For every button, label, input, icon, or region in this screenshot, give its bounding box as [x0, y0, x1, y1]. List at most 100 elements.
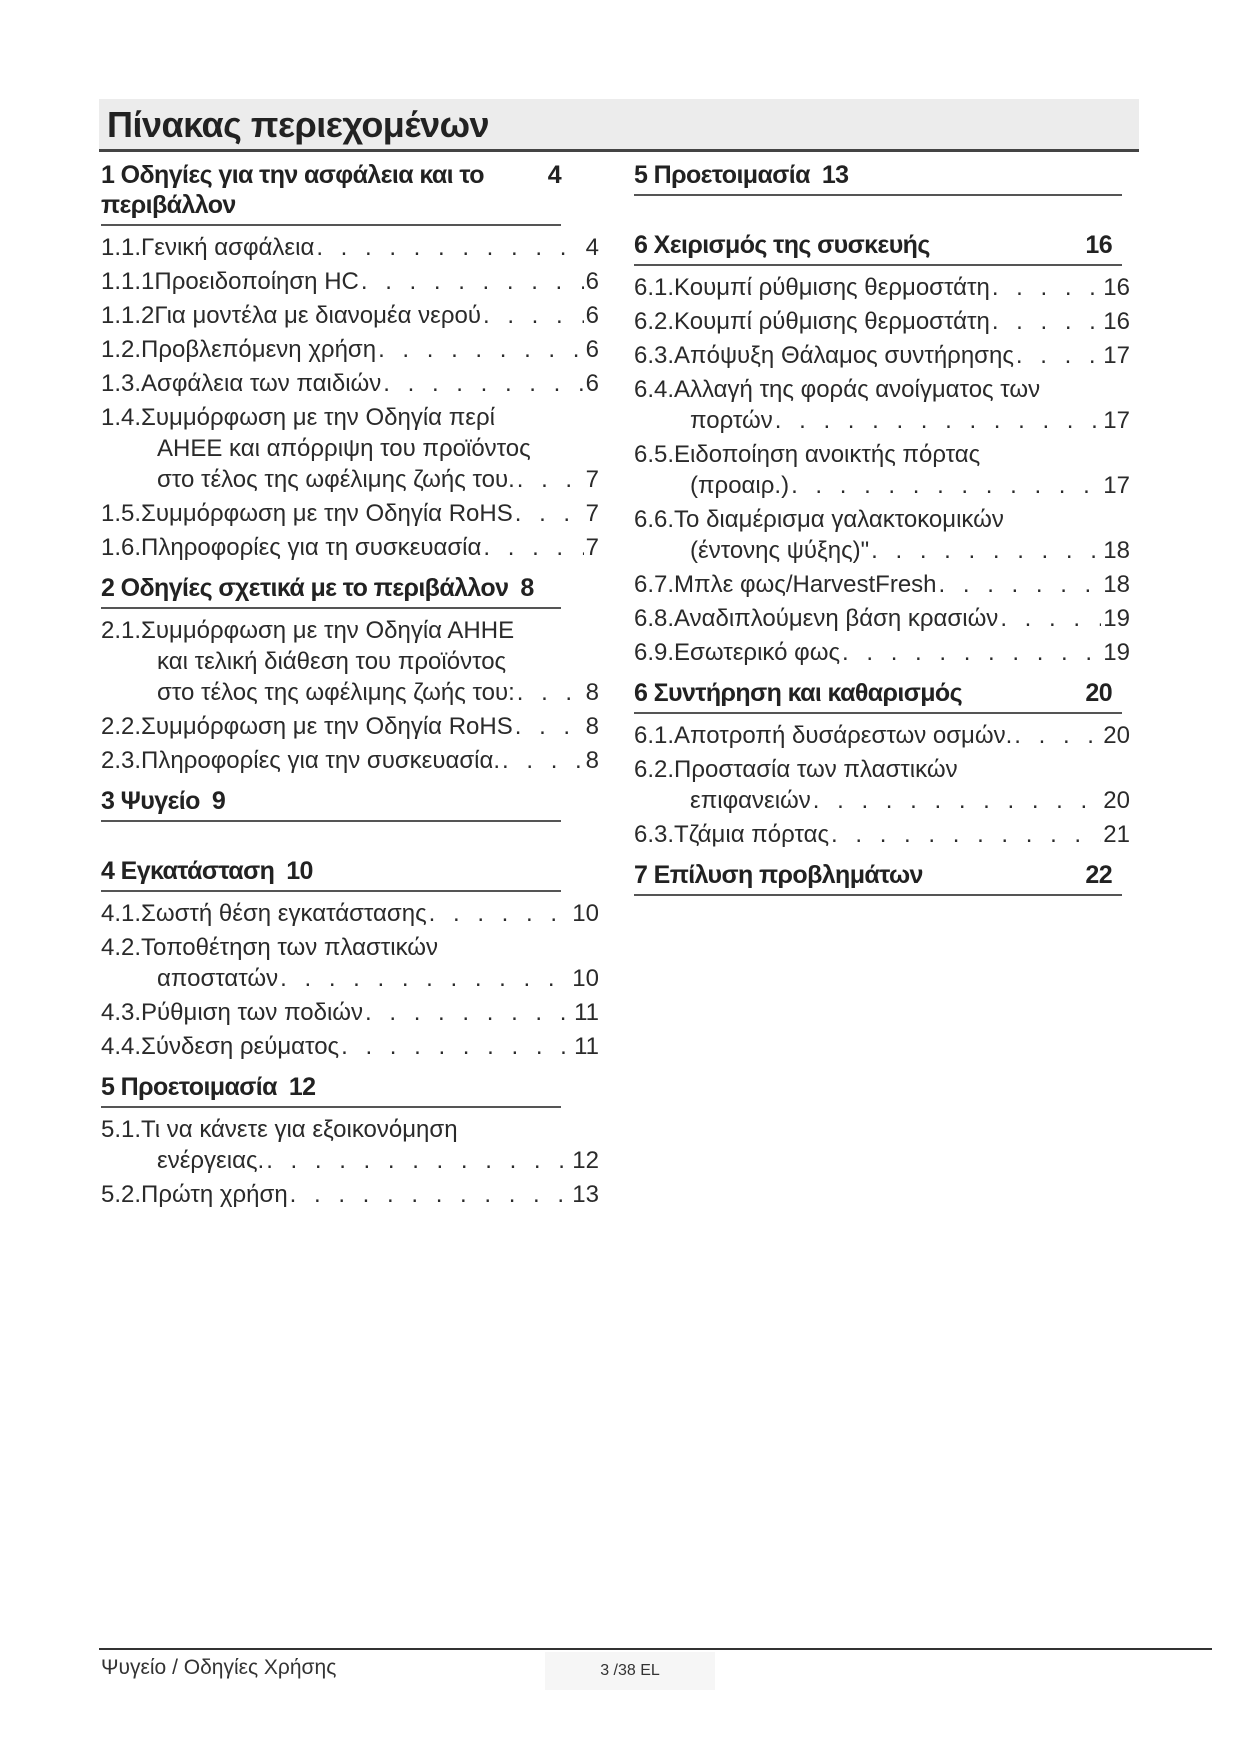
section-heading[interactable]: 6 Χειρισμός της συσκευής 16: [634, 230, 1122, 266]
section-heading[interactable]: 1 Οδηγίες για την ασφάλεια και το περιβά…: [101, 160, 562, 226]
entry-text: Τζάμια πόρτας: [674, 821, 830, 848]
toc-entry[interactable]: 6.7.Μπλε φως/HarvestFresh 18: [634, 569, 1130, 600]
entry-number: 2.1.: [101, 617, 142, 644]
entry-text: (προαιρ.): [690, 472, 790, 499]
toc-entry[interactable]: 1.5.Συμμόρφωση με την Οδηγία RoHS 7: [101, 498, 599, 529]
entry-text: Πρώτη χρήση: [141, 1181, 288, 1208]
section-heading[interactable]: 6 Συντήρηση και καθαρισμός 20: [634, 678, 1122, 714]
entry-line: 4.4.Σύνδεση ρεύματος 11: [101, 1031, 599, 1062]
entry-number: 1.5.: [101, 500, 142, 527]
toc-entry[interactable]: 2.3. Πληροφορίες για την συσκευασία. 8: [101, 745, 599, 776]
section-page: 13: [821, 161, 849, 189]
entry-line: στο τέλος της ωφέλιμης ζωής του: 8: [101, 677, 599, 708]
entry-number: 6.2.: [634, 308, 675, 335]
toc-entry[interactable]: 6.5. Ειδοποίηση ανοικτής πόρτας (προαιρ.)…: [634, 439, 1130, 501]
toc-entry[interactable]: 6.2.Κουμπί ρύθμισης θερμοστάτη 16: [634, 306, 1130, 337]
toc-entry[interactable]: 1.3.Ασφάλεια των παιδιών 6: [101, 368, 599, 399]
toc-entry[interactable]: 6.2. Προστασία των πλαστικώνεπιφανειών20: [634, 754, 1130, 816]
entry-line: 6.3.Τζάμια πόρτας 21: [634, 819, 1130, 850]
toc-entry[interactable]: 6.3.Απόψυξη Θάλαμος συντήρησης 17: [634, 340, 1130, 371]
toc-entry[interactable]: 6.6. Το διαμέρισμα γαλακτοκομικών (έντονη…: [634, 504, 1130, 566]
entry-page: 16: [1103, 274, 1130, 301]
section-heading[interactable]: 3 Ψυγείο 9: [101, 786, 561, 822]
toc-entry[interactable]: 2.1. Συμμόρφωση με την Οδηγία ΑΗΗΕ και τε…: [101, 615, 599, 708]
entry-line: 5.2.Πρώτη χρήση 13: [101, 1179, 599, 1210]
toc-entry[interactable]: 6.1.Αποτροπή δυσάρεστων οσμών. 20: [634, 720, 1130, 751]
toc-entry[interactable]: 1.1.Γενική ασφάλεια 4: [101, 232, 599, 263]
toc-entry[interactable]: 6.3.Τζάμια πόρτας 21: [634, 819, 1130, 850]
entry-line: 6.9.Εσωτερικό φως 19: [634, 637, 1130, 668]
dot-leader: [992, 272, 1101, 303]
entry-text: Αποτροπή δυσάρεστων οσμών.: [674, 722, 1013, 749]
entry-text: επιφανειών: [690, 787, 811, 814]
dot-leader: [992, 306, 1101, 337]
entry-page: 6: [585, 370, 599, 397]
entry-number: 2.2.: [101, 713, 142, 740]
toc-entry[interactable]: 1.1.2 Για μοντέλα με διανομέα νερού 6: [101, 300, 599, 331]
entry-number: 1.1.2: [101, 302, 155, 329]
footer-title: Ψυγείο / Οδηγίες Χρήσης: [101, 1656, 337, 1679]
dot-leader: [939, 569, 1102, 600]
entry-page: 7: [585, 534, 599, 561]
entry-line: 6.4. Αλλαγή της φοράς ανοίγματος των: [634, 374, 1130, 405]
footer-divider: [99, 1648, 1212, 1650]
entry-text: Εσωτερικό φως: [674, 639, 841, 666]
toc-entry[interactable]: 6.4. Αλλαγή της φοράς ανοίγματος των πορτώ…: [634, 374, 1130, 436]
entry-line: 2.2. Συμμόρφωση με την Οδηγία RoHS 8: [101, 711, 599, 742]
entry-page: 20: [1103, 722, 1130, 749]
toc-entry[interactable]: 1.2.Προβλεπόμενη χρήση 6: [101, 334, 599, 365]
entry-number: 6.9.: [634, 639, 675, 666]
dot-leader: [1016, 340, 1101, 371]
page-title: Πίνακας περιεχομένων: [107, 104, 490, 145]
dot-leader: [791, 470, 1101, 501]
dot-leader: [266, 1145, 570, 1176]
entry-page: 6: [585, 302, 599, 329]
section-heading[interactable]: 5 Προετοιμασία 12: [101, 1072, 561, 1108]
entry-page: 17: [1103, 407, 1130, 434]
dot-leader: [1000, 603, 1101, 634]
entry-text: ενέργειας.: [157, 1147, 265, 1174]
toc-entry[interactable]: 4.4.Σύνδεση ρεύματος 11: [101, 1031, 599, 1062]
entry-text: Σωστή θέση εγκατάστασης: [141, 900, 427, 927]
entry-line: 2.3. Πληροφορίες για την συσκευασία. 8: [101, 745, 599, 776]
toc-entry[interactable]: 6.8.Αναδιπλούμενη βάση κρασιών 19: [634, 603, 1130, 634]
entry-page: 11: [574, 999, 599, 1026]
toc-entry[interactable]: 4.2.Τοποθέτηση των πλαστικώναποστατών10: [101, 932, 599, 994]
toc-entry[interactable]: 5.2.Πρώτη χρήση 13: [101, 1179, 599, 1210]
entry-page: 8: [585, 747, 599, 774]
toc-entry[interactable]: 2.2. Συμμόρφωση με την Οδηγία RoHS 8: [101, 711, 599, 742]
entry-page: 7: [585, 500, 599, 527]
toc-entry[interactable]: 1.4. Συμμόρφωση με την Οδηγία περί ΑΗΕΕ κα…: [101, 402, 599, 495]
section-title: 4 Εγκατάσταση: [101, 857, 275, 885]
section-page: 9: [211, 787, 226, 815]
toc-entry[interactable]: 4.3.Ρύθμιση των ποδιών 11: [101, 997, 599, 1028]
dot-leader: [1014, 720, 1101, 751]
entry-number: 6.8.: [634, 605, 675, 632]
entry-line: 1.6.Πληροφορίες για τη συσκευασία 7: [101, 532, 599, 563]
entry-text: Ειδοποίηση ανοικτής πόρτας: [674, 441, 981, 468]
toc-entry[interactable]: 5.1. Τι να κάνετε για εξοικονόμηση ενέργει…: [101, 1114, 599, 1176]
entry-line: (έντονης ψύξης)" 18: [634, 535, 1130, 566]
toc-entry[interactable]: 1.6.Πληροφορίες για τη συσκευασία 7: [101, 532, 599, 563]
entry-number: 4.4.: [101, 1033, 142, 1060]
entry-number: 5.1.: [101, 1116, 142, 1143]
toc-right-column: 5 Προετοιμασία 13 6 Χειρισμός της συσκευής…: [634, 160, 1130, 930]
section-heading[interactable]: 2 Οδηγίες σχετικά με το περιβάλλον 8: [101, 573, 561, 609]
section-heading[interactable]: 5 Προετοιμασία 13: [634, 160, 1122, 196]
entry-text: Γενική ασφάλεια: [141, 234, 315, 261]
section-page: 8: [520, 574, 534, 602]
dot-leader: [341, 1031, 572, 1062]
section-heading[interactable]: 7 Επίλυση προβλημάτων 22: [634, 860, 1122, 896]
entry-page: 6: [585, 268, 599, 295]
entry-page: 6: [585, 336, 599, 363]
toc-entry[interactable]: 6.9.Εσωτερικό φως 19: [634, 637, 1130, 668]
toc-entry[interactable]: 6.1.Κουμπί ρύθμισης θερμοστάτη 16: [634, 272, 1130, 303]
section-heading[interactable]: 4 Εγκατάσταση 10: [101, 856, 561, 892]
dot-leader: [483, 300, 584, 331]
toc-entry[interactable]: 1.1.1 Προειδοποίηση HC 6: [101, 266, 599, 297]
section-title: 3 Ψυγείο: [101, 787, 200, 815]
toc-entry[interactable]: 4.1.Σωστή θέση εγκατάστασης 10: [101, 898, 599, 929]
entry-text: (έντονης ψύξης)": [690, 537, 870, 564]
entry-number: 1.1.: [101, 234, 142, 261]
section-page: 4: [547, 161, 562, 189]
